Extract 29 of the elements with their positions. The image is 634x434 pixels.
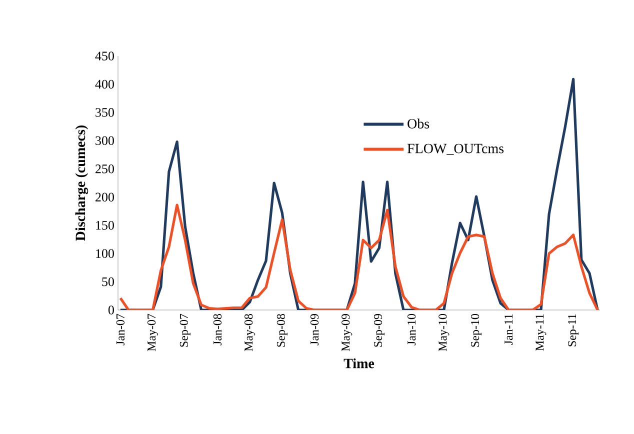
y-tick-label: 350 — [96, 108, 114, 117]
y-tick-label: 0 — [108, 306, 114, 314]
legend-label: Obs — [408, 118, 430, 128]
y-axis-title: Discharge (cumecs) — [75, 126, 88, 241]
x-tick-label: Jan-09 — [310, 314, 319, 346]
x-tick-label: May-08 — [244, 314, 256, 352]
y-tick-label: 250 — [96, 164, 114, 174]
x-tick-label: May-11 — [536, 314, 546, 351]
x-tick-label: Sep-07 — [180, 314, 190, 347]
y-tick-label: 450 — [95, 52, 114, 60]
x-tick-label: May-10 — [438, 314, 450, 352]
x-tick-label: Sep-09 — [374, 314, 384, 347]
x-tick-label: Sep-11 — [568, 314, 579, 346]
x-tick-label: Jan-07 — [116, 314, 124, 346]
y-tick-label: 400 — [95, 80, 114, 89]
x-tick-label: Jan-11 — [504, 314, 513, 345]
x-tick-label: Jan-08 — [213, 314, 222, 346]
x-tick-label: Sep-10 — [470, 314, 482, 347]
y-tick-label: 200 — [96, 192, 114, 202]
legend-label: FLOW_OUTcms — [407, 144, 504, 155]
x-tick-label: May-09 — [342, 314, 352, 352]
y-tick-label: 300 — [96, 136, 114, 146]
y-tick-label: 100 — [96, 249, 114, 258]
x-tick-label: Sep-08 — [276, 314, 288, 347]
x-tick-label: Jan-10 — [408, 314, 416, 346]
y-tick-label: 50 — [102, 277, 114, 286]
x-tick-label: May-07 — [147, 314, 158, 352]
y-tick-label: 150 — [96, 220, 114, 230]
x-axis-title: Time — [344, 358, 374, 368]
